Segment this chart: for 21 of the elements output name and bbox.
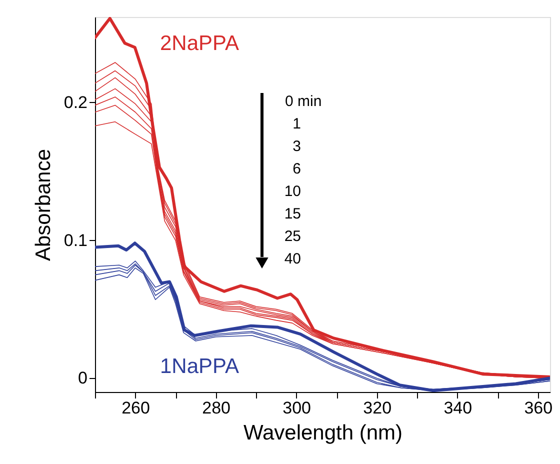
x-tick-label: 320 [363, 398, 392, 418]
annotation: 40 [284, 250, 301, 268]
y-tick-label: 0.2 [64, 92, 88, 112]
x-tick-label: 300 [282, 398, 312, 418]
x-tick-label: 340 [444, 398, 472, 418]
series-label: 2NaPPA [160, 32, 239, 55]
annotation: 1 [292, 116, 301, 132]
annotation: 15 [284, 206, 301, 222]
x-tick-label: 260 [122, 398, 150, 418]
x-tick-label: 280 [202, 398, 230, 418]
series-label: 1NaPPA [160, 355, 239, 378]
x-axis-title: Wavelength (nm) [243, 422, 403, 444]
annotation: 3 [292, 138, 301, 155]
y-tick-label: 0.1 [64, 230, 88, 250]
y-tick-label: 0 [78, 368, 88, 388]
y-axis-title: Absorbance [32, 148, 55, 262]
x-tick-label: 360 [524, 398, 553, 418]
annotation: 0 min [285, 93, 322, 110]
annotation: 10 [284, 183, 301, 200]
annotation: 25 [284, 228, 301, 245]
annotation: 6 [292, 160, 301, 178]
